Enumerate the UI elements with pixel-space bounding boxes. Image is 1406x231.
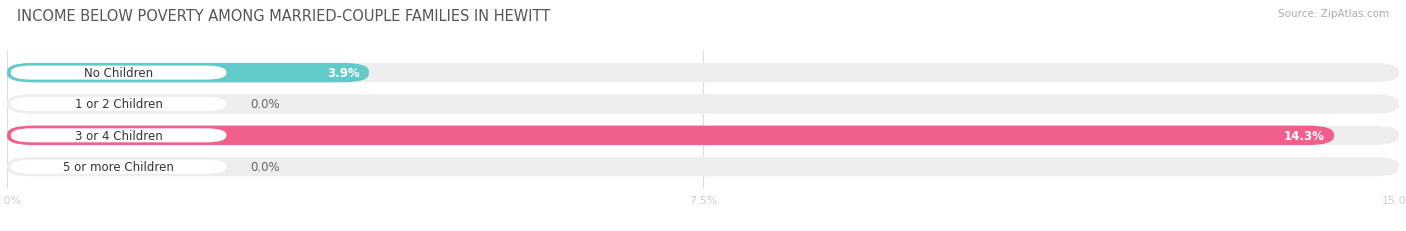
FancyBboxPatch shape	[11, 129, 226, 143]
FancyBboxPatch shape	[11, 160, 226, 174]
FancyBboxPatch shape	[7, 126, 1399, 145]
Text: Source: ZipAtlas.com: Source: ZipAtlas.com	[1278, 9, 1389, 19]
Text: No Children: No Children	[84, 67, 153, 80]
Text: 3 or 4 Children: 3 or 4 Children	[75, 129, 163, 142]
FancyBboxPatch shape	[7, 64, 1399, 83]
Text: 0.0%: 0.0%	[250, 98, 280, 111]
FancyBboxPatch shape	[7, 95, 1399, 114]
Text: 0.0%: 0.0%	[250, 161, 280, 173]
Text: 14.3%: 14.3%	[1284, 129, 1324, 142]
FancyBboxPatch shape	[11, 66, 226, 80]
FancyBboxPatch shape	[7, 126, 1334, 145]
FancyBboxPatch shape	[7, 157, 1399, 177]
FancyBboxPatch shape	[11, 97, 226, 112]
FancyBboxPatch shape	[7, 64, 368, 83]
Text: INCOME BELOW POVERTY AMONG MARRIED-COUPLE FAMILIES IN HEWITT: INCOME BELOW POVERTY AMONG MARRIED-COUPL…	[17, 9, 550, 24]
Text: 5 or more Children: 5 or more Children	[63, 161, 174, 173]
Text: 3.9%: 3.9%	[328, 67, 360, 80]
Text: 1 or 2 Children: 1 or 2 Children	[75, 98, 163, 111]
